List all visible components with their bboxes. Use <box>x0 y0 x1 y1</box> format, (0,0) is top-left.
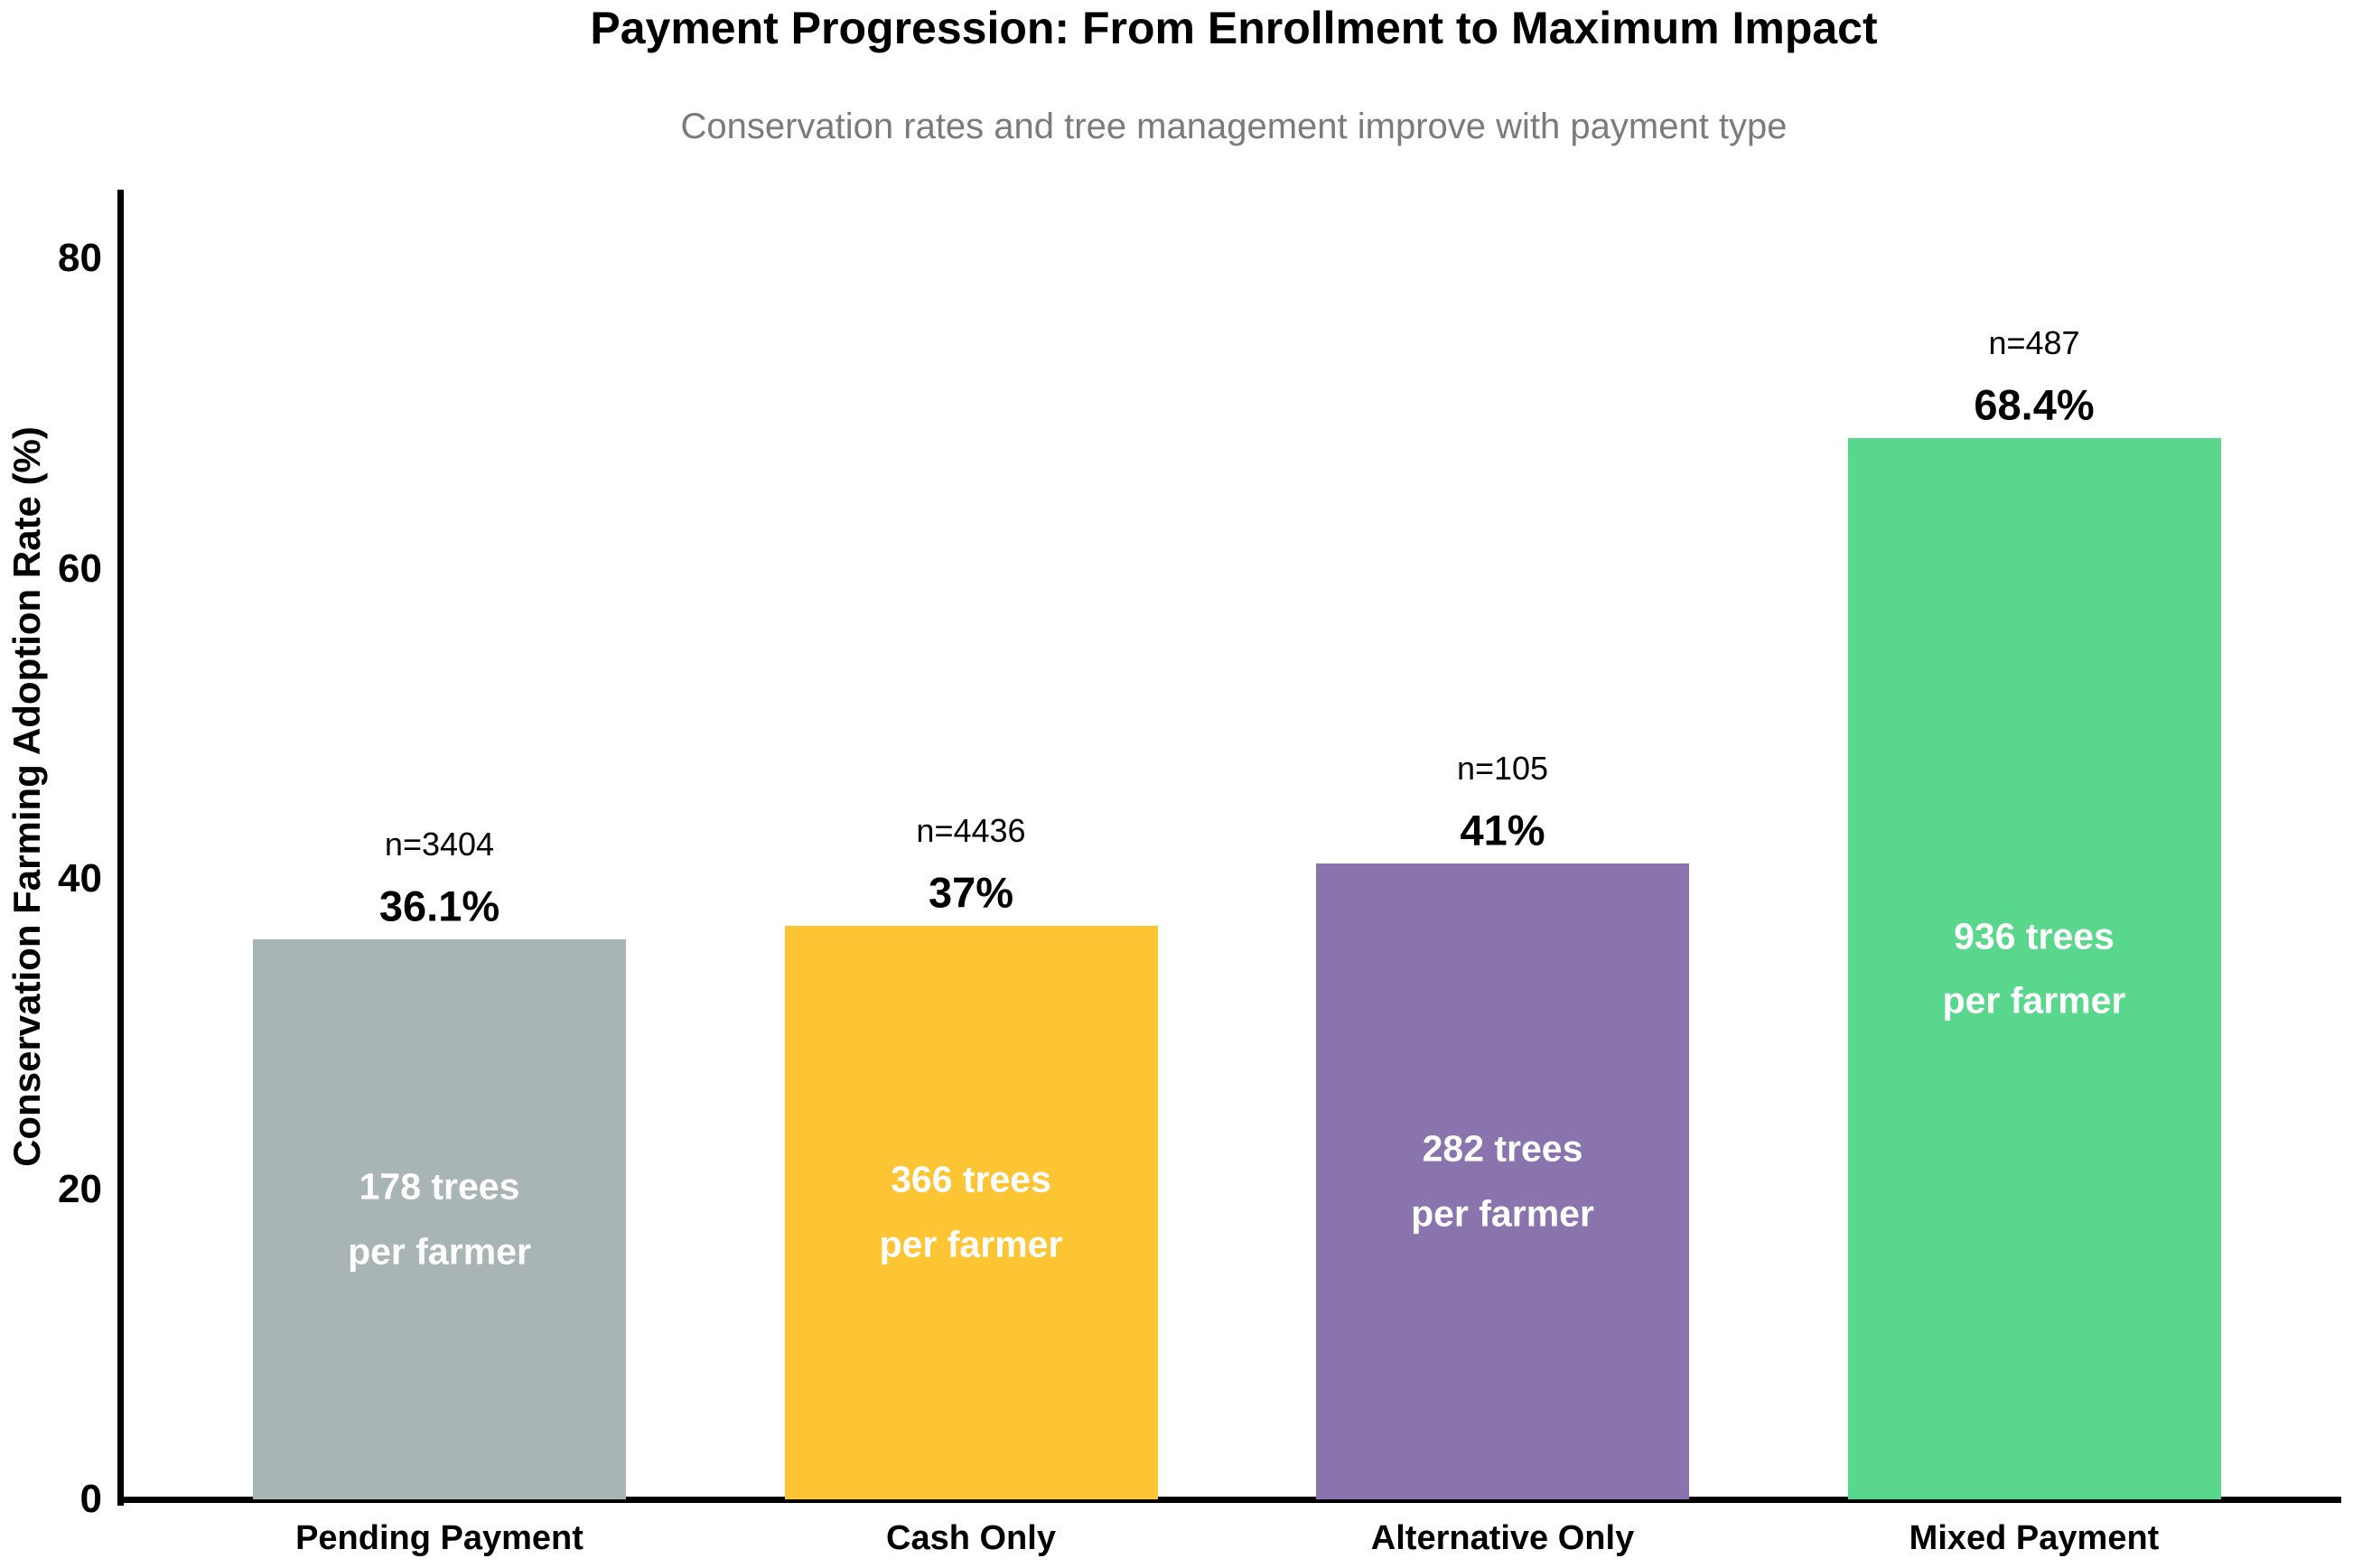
bar-sample-size-label: n=4436 <box>916 811 1026 849</box>
y-axis-spine <box>117 190 124 1506</box>
x-tick-label: Mixed Payment <box>1909 1519 2160 1557</box>
y-tick-label: 60 <box>58 546 102 591</box>
bar-value-label: 37% <box>928 868 1014 917</box>
bar-trees-per-farmer-label: 936 trees per farmer <box>1942 914 2126 1022</box>
bar-trees-per-farmer-label: 366 trees per farmer <box>879 1158 1063 1265</box>
bar-cash-only <box>784 925 1158 1499</box>
x-tick-label: Pending Payment <box>295 1519 583 1557</box>
y-tick-label: 20 <box>58 1166 102 1211</box>
bar-sample-size-label: n=3404 <box>384 825 495 863</box>
bar-trees-per-farmer-label: 282 trees per farmer <box>1411 1127 1594 1234</box>
y-axis-label: Conservation Farming Adoption Rate (%) <box>5 426 48 1167</box>
y-tick-label: 40 <box>58 856 102 901</box>
bar-value-label: 41% <box>1460 806 1545 854</box>
x-tick-label: Alternative Only <box>1370 1519 1635 1557</box>
y-tick-label: 0 <box>79 1477 102 1521</box>
x-tick-label: Cash Only <box>886 1519 1056 1557</box>
bar-value-label: 68.4% <box>1974 380 2095 429</box>
bar-sample-size-label: n=105 <box>1456 749 1549 787</box>
bar-mixed-payment <box>1847 438 2221 1499</box>
bar-value-label: 36.1% <box>378 882 500 930</box>
bar-sample-size-label: n=487 <box>1988 324 2080 362</box>
chart-subtitle: Conservation rates and tree management i… <box>680 107 1788 146</box>
bar-trees-per-farmer-label: 178 trees per farmer <box>348 1165 531 1272</box>
y-tick-label: 80 <box>58 236 102 280</box>
x-axis-spine <box>117 1497 2341 1503</box>
bar-alternative-only <box>1316 863 1689 1499</box>
bar-pending-payment <box>253 938 626 1499</box>
chart-title: Payment Progression: From Enrollment to … <box>590 3 1878 53</box>
